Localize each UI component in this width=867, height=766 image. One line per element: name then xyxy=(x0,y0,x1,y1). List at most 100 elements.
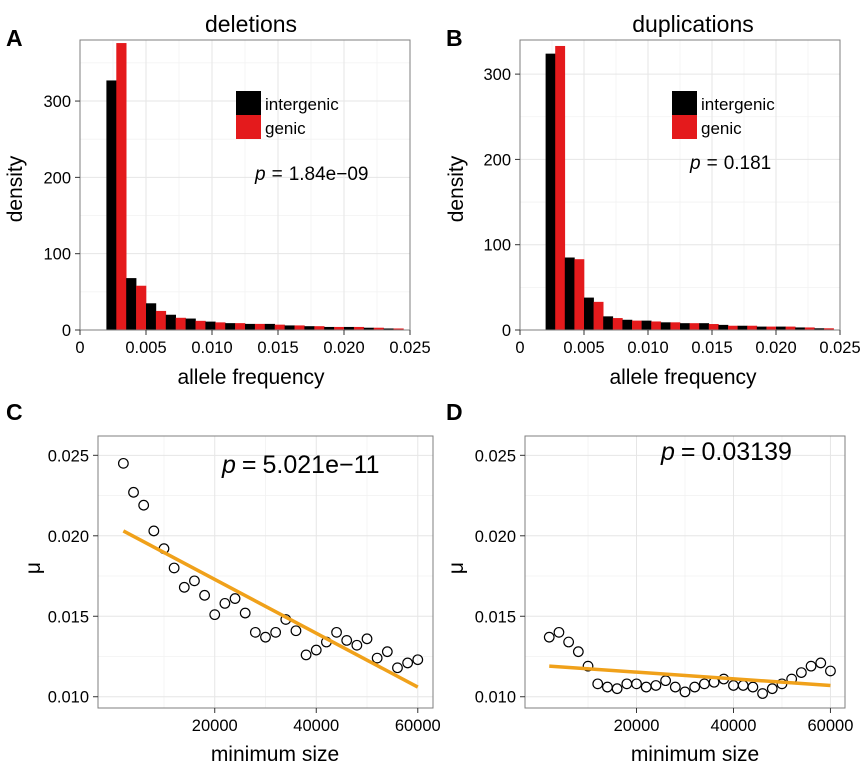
y-tick-label: 0.025 xyxy=(48,447,89,465)
data-point-2 xyxy=(553,626,565,638)
panel-title-duplications: duplications xyxy=(632,11,753,37)
data-point-3 xyxy=(138,499,150,511)
plot-area xyxy=(524,435,846,709)
data-point-21 xyxy=(737,680,749,691)
x-axis-label: minimum size xyxy=(211,743,339,766)
bar-genic-11 xyxy=(747,325,758,330)
bar-intergenic-3 xyxy=(584,297,594,330)
bar-intergenic-12 xyxy=(756,326,767,330)
p-symbol: p xyxy=(221,451,236,479)
y-tick-label: 0.015 xyxy=(475,608,516,626)
p-value: 0.03139 xyxy=(702,438,792,466)
bar-genic-4 xyxy=(175,317,186,330)
p-value-annotation: p = 0.03139 xyxy=(660,438,792,466)
x-tick-label: 0.010 xyxy=(191,339,232,357)
data-point-8 xyxy=(611,683,623,695)
y-tick-label: 300 xyxy=(483,66,511,84)
p-symbol: p xyxy=(689,153,701,174)
data-point-28 xyxy=(805,660,817,672)
data-point-20 xyxy=(310,644,322,656)
data-point-29 xyxy=(402,657,414,669)
bar-intergenic-5 xyxy=(185,318,196,330)
plot-area xyxy=(519,39,841,331)
data-point-16 xyxy=(689,681,701,693)
bar-intergenic-11 xyxy=(304,326,315,330)
p-symbol: p xyxy=(660,438,675,466)
plot-area xyxy=(79,39,411,331)
panel-title-deletions: deletions xyxy=(205,11,297,37)
bar-intergenic-1 xyxy=(545,53,556,330)
data-point-10 xyxy=(631,678,642,690)
x-tick-label: 0.005 xyxy=(125,339,166,357)
bar-genic-13 xyxy=(353,326,365,330)
data-point-25 xyxy=(361,633,373,645)
p-equals: = xyxy=(707,153,718,174)
x-tick-label: 0.025 xyxy=(819,339,860,357)
panel-letter-a: A xyxy=(6,25,23,51)
bar-genic-3 xyxy=(593,301,604,330)
y-tick-label: 0 xyxy=(502,322,511,340)
bar-genic-6 xyxy=(215,322,226,330)
y-tick-label: 0.010 xyxy=(48,689,89,707)
p-value: 5.021e−11 xyxy=(263,451,380,479)
legend-key-intergenic xyxy=(236,91,261,115)
data-point-11 xyxy=(219,597,231,609)
bar-genic-2 xyxy=(136,285,147,330)
data-point-12 xyxy=(650,680,662,691)
bar-genic-8 xyxy=(689,323,700,330)
x-tick-label: 0.005 xyxy=(563,339,604,357)
y-tick-label: 0.020 xyxy=(48,528,89,546)
y-tick-label: 300 xyxy=(43,93,71,111)
x-tick-label: 40000 xyxy=(293,717,339,735)
bar-intergenic-8 xyxy=(245,323,256,330)
panel-letter-b: B xyxy=(446,25,463,51)
bar-intergenic-4 xyxy=(603,316,614,330)
bar-genic-13 xyxy=(785,326,796,330)
data-point-8 xyxy=(189,575,200,587)
x-tick-label: 0 xyxy=(515,339,524,357)
bar-genic-7 xyxy=(235,323,246,330)
data-point-17 xyxy=(698,678,710,690)
y-tick-label: 0.025 xyxy=(475,447,516,465)
data-point-13 xyxy=(660,675,672,687)
x-tick-label: 20000 xyxy=(192,717,238,735)
data-point-24 xyxy=(766,683,778,695)
bar-intergenic-1 xyxy=(106,80,117,331)
grid xyxy=(98,436,433,708)
panel-letter-d: D xyxy=(446,399,463,425)
bar-genic-15 xyxy=(824,328,834,330)
legend-label-intergenic: intergenic xyxy=(701,95,775,114)
legend-key-intergenic xyxy=(672,91,697,115)
data-point-16 xyxy=(270,626,282,638)
bar-intergenic-9 xyxy=(699,323,710,330)
bar-genic-10 xyxy=(294,325,305,330)
bar-genic-5 xyxy=(632,320,642,330)
data-point-15 xyxy=(679,686,691,698)
data-point-4 xyxy=(572,646,584,658)
x-tick-label: 60000 xyxy=(808,717,854,735)
data-point-24 xyxy=(351,639,363,651)
bar-genic-1 xyxy=(116,43,127,330)
y-tick-label: 100 xyxy=(483,237,511,255)
bars xyxy=(106,43,404,331)
bar-genic-5 xyxy=(195,320,206,330)
bar-genic-9 xyxy=(274,324,285,330)
y-axis-label: μ xyxy=(22,562,45,574)
x-tick-label: 0.020 xyxy=(323,339,364,357)
x-tick-label: 0.020 xyxy=(755,339,796,357)
ticks: 20000 40000 60000 0.010 0.015 0.020 0.025 xyxy=(48,447,441,735)
legend: intergenic genic xyxy=(672,91,775,139)
bar-genic-6 xyxy=(651,321,662,330)
bar-intergenic-6 xyxy=(641,320,652,330)
bar-intergenic-10 xyxy=(284,325,295,330)
bar-genic-2 xyxy=(574,259,585,330)
data-point-9 xyxy=(621,678,633,690)
data-point-26 xyxy=(371,652,383,664)
points xyxy=(117,457,424,689)
panel-d: D 20000 40000 60000 0.010 0.015 0.020 0.025 mi… xyxy=(445,399,853,766)
data-point-14 xyxy=(249,626,261,638)
bar-genic-1 xyxy=(555,45,566,331)
x-axis-label: minimum size xyxy=(631,743,759,766)
p-value-annotation: p = 0.181 xyxy=(689,153,771,174)
plot-area xyxy=(97,435,434,709)
